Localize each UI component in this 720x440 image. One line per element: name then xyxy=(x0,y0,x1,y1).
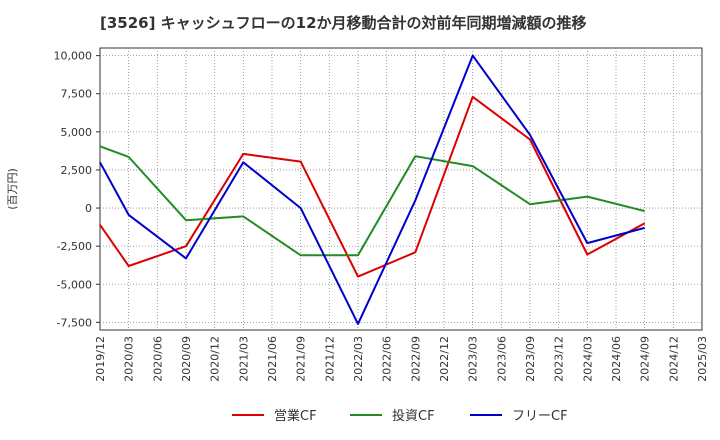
y-tick-label: 7,500 xyxy=(61,88,93,101)
x-tick-label: 2019/12 xyxy=(94,336,107,382)
y-tick-label: 10,000 xyxy=(54,50,93,63)
x-tick-label: 2022/06 xyxy=(381,336,394,382)
y-axis-title: (百万円) xyxy=(6,168,19,210)
series-line xyxy=(99,95,646,278)
legend-label: 投資CF xyxy=(392,408,435,424)
x-tick-label: 2023/06 xyxy=(495,336,508,382)
x-tick-label: 2023/12 xyxy=(553,336,566,382)
x-tick-label: 2020/06 xyxy=(151,336,164,382)
series-line xyxy=(99,54,645,325)
chart-title: [3526] キャッシュフローの12か月移動合計の対前年同期増減額の推移 xyxy=(100,14,587,32)
x-tick-label: 2021/03 xyxy=(237,336,250,382)
legend-label: 営業CF xyxy=(274,408,317,424)
series-line xyxy=(99,145,645,257)
y-tick-label: 0 xyxy=(85,202,92,215)
y-tick-label: 5,000 xyxy=(61,126,93,139)
x-tick-label: 2020/12 xyxy=(209,336,222,382)
x-tick-label: 2022/12 xyxy=(438,336,451,382)
x-tick-label: 2022/09 xyxy=(409,336,422,382)
x-tick-label: 2024/12 xyxy=(667,336,680,382)
plot-area xyxy=(99,47,703,331)
x-tick-label: 2023/03 xyxy=(467,336,480,382)
x-tick-label: 2025/03 xyxy=(696,336,709,382)
x-tick-label: 2021/12 xyxy=(323,336,336,382)
x-tick-label: 2020/03 xyxy=(123,336,136,382)
x-tick-label: 2024/03 xyxy=(581,336,594,382)
y-tick-label: 2,500 xyxy=(61,164,93,177)
x-tick-label: 2024/09 xyxy=(639,336,652,382)
x-tick-label: 2022/03 xyxy=(352,336,365,382)
x-tick-label: 2024/06 xyxy=(610,336,623,382)
y-tick-label: -7,500 xyxy=(57,316,92,329)
x-tick-label: 2020/09 xyxy=(180,336,193,382)
y-tick-label: -2,500 xyxy=(57,240,92,253)
legend-label: フリーCF xyxy=(512,409,568,424)
x-tick-label: 2021/09 xyxy=(295,336,308,382)
x-tick-label: 2023/09 xyxy=(524,336,537,382)
y-tick-label: -5,000 xyxy=(57,278,92,291)
x-tick-label: 2021/06 xyxy=(266,336,279,382)
